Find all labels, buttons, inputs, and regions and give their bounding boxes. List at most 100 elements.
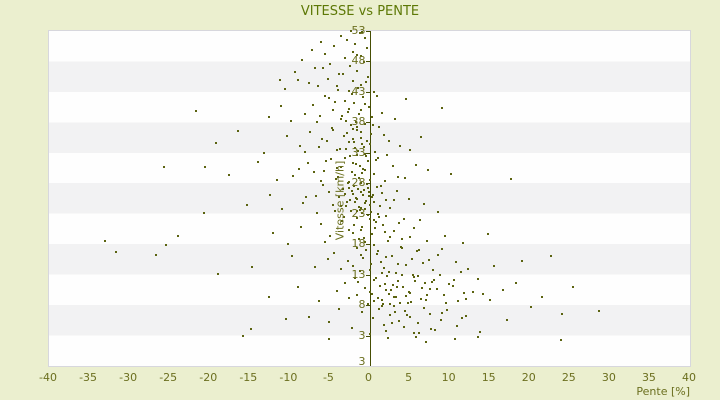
scatter-point <box>355 216 358 219</box>
scatter-point <box>358 238 361 241</box>
scatter-point <box>162 165 165 168</box>
scatter-point <box>381 192 384 195</box>
y-tick-mark <box>365 153 370 154</box>
scatter-point <box>395 189 398 192</box>
scatter-point <box>378 307 381 310</box>
y-tick-mark <box>365 92 370 93</box>
scatter-point <box>350 124 353 127</box>
scatter-point <box>351 51 354 54</box>
scatter-point <box>257 160 260 163</box>
scatter-point <box>392 305 395 308</box>
scatter-point <box>431 268 434 271</box>
scatter-point <box>364 287 367 290</box>
scatter-point <box>344 157 347 160</box>
scatter-point <box>435 287 438 290</box>
scatter-point <box>354 146 357 149</box>
scatter-point <box>489 299 492 302</box>
y-tick-label: 13 <box>351 267 366 281</box>
scatter-point <box>315 121 318 124</box>
scatter-point <box>408 235 411 238</box>
scatter-point <box>426 168 429 171</box>
scatter-point <box>502 288 505 291</box>
scatter-point <box>450 172 453 175</box>
scatter-point <box>292 174 295 177</box>
y-tick-mark <box>365 61 370 62</box>
scatter-point <box>241 335 244 338</box>
scatter-point <box>375 252 378 255</box>
scatter-point <box>359 191 362 194</box>
scatter-point <box>424 298 427 301</box>
scatter-point <box>333 45 336 48</box>
scatter-point <box>386 240 389 243</box>
scatter-point <box>426 239 429 242</box>
x-tick-label: -25 <box>159 371 178 384</box>
scatter-point <box>350 190 353 193</box>
scatter-point <box>314 67 316 70</box>
scatter-point <box>228 173 231 176</box>
x-axis-title: Pente [%] <box>636 385 690 398</box>
scatter-point <box>390 321 393 324</box>
scatter-point <box>334 178 337 180</box>
scatter-point <box>510 178 513 180</box>
scatter-point <box>373 201 376 204</box>
scatter-point <box>360 109 363 112</box>
scatter-point <box>362 237 365 240</box>
scatter-point <box>388 303 391 306</box>
scatter-point <box>281 207 284 210</box>
scatter-point <box>375 95 378 98</box>
scatter-point <box>327 190 330 193</box>
scatter-point <box>400 237 403 240</box>
y-tick-label: 3 <box>358 328 366 342</box>
scatter-point <box>155 254 158 257</box>
scatter-point <box>389 236 392 239</box>
scatter-point <box>364 122 367 125</box>
scatter-point <box>360 206 363 209</box>
y-tick-label: 43 <box>351 84 366 98</box>
scatter-point <box>341 220 344 223</box>
scatter-point <box>373 279 376 282</box>
scatter-point <box>308 315 311 318</box>
scatter-point <box>269 194 272 197</box>
scatter-point <box>436 253 439 256</box>
scatter-point <box>358 269 361 272</box>
scatter-point <box>347 141 350 144</box>
scatter-point <box>388 207 391 210</box>
scatter-point <box>402 285 405 288</box>
scatter-point <box>405 263 408 266</box>
scatter-point <box>394 117 397 120</box>
scatter-point <box>366 187 369 190</box>
scatter-point <box>402 326 405 329</box>
scatter-point <box>359 136 362 139</box>
scatter-point <box>319 40 322 43</box>
scatter-point <box>343 56 346 59</box>
y-tick-mark <box>365 244 370 245</box>
y-tick-mark <box>365 214 370 215</box>
scatter-point <box>397 279 400 282</box>
x-tick-label: -10 <box>279 371 298 384</box>
scatter-point <box>439 318 442 321</box>
scatter-point <box>347 186 350 189</box>
scatter-point <box>327 337 330 340</box>
scatter-point <box>356 247 359 250</box>
scatter-point <box>377 250 380 253</box>
scatter-point <box>283 87 286 90</box>
scatter-point <box>390 254 393 257</box>
scatter-point <box>437 210 440 213</box>
scatter-point <box>301 59 304 62</box>
scatter-point <box>312 103 315 106</box>
scatter-point <box>368 291 371 294</box>
scatter-point <box>375 185 378 188</box>
scatter-point <box>361 30 364 33</box>
scatter-point <box>428 312 431 315</box>
scatter-point <box>329 62 332 65</box>
scatter-point <box>286 242 289 245</box>
scatter-point <box>339 268 342 271</box>
scatter-point <box>318 114 321 117</box>
scatter-point <box>335 167 338 170</box>
scatter-point <box>343 282 346 285</box>
scatter-point <box>352 231 355 234</box>
scatter-point <box>339 118 342 121</box>
scatter-point <box>443 234 446 237</box>
scatter-point <box>354 174 357 177</box>
